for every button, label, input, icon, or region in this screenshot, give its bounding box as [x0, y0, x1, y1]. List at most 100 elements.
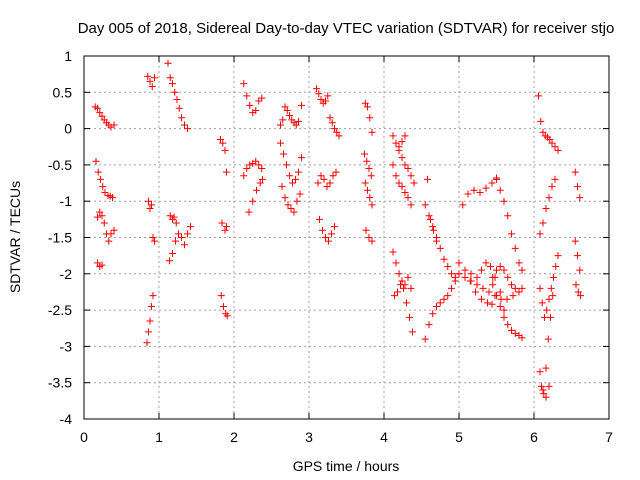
data-point: [421, 335, 429, 343]
data-point: [466, 277, 474, 285]
data-point: [473, 281, 481, 289]
data-point: [217, 292, 225, 300]
data-point: [574, 183, 581, 191]
data-point: [169, 80, 176, 88]
y-tick-label: -3: [60, 338, 73, 354]
series-sat-j: [166, 223, 194, 265]
series-sat-am: [466, 277, 496, 308]
data-point: [572, 281, 580, 289]
data-point: [576, 266, 584, 274]
series-sat-ah: [421, 270, 463, 343]
data-point: [389, 248, 397, 256]
data-point: [314, 179, 322, 187]
data-point: [146, 204, 154, 212]
data-point: [476, 188, 484, 196]
data-point: [508, 281, 515, 289]
data-point: [535, 92, 542, 100]
data-point: [574, 288, 582, 296]
data-point: [323, 183, 331, 191]
data-point: [325, 237, 332, 245]
data-point: [394, 288, 401, 296]
data-point: [500, 266, 508, 274]
data-point: [278, 183, 286, 191]
chart-title: Day 005 of 2018, Sidereal Day-to-day VTE…: [78, 20, 615, 37]
data-point: [472, 288, 479, 296]
data-point: [440, 295, 448, 303]
data-point: [537, 117, 545, 125]
data-point: [146, 77, 154, 85]
data-point: [335, 132, 343, 140]
data-point: [326, 114, 334, 122]
data-point: [391, 292, 398, 300]
data-point: [333, 128, 341, 136]
series-sat-aj: [455, 270, 526, 303]
data-point: [170, 213, 178, 221]
data-point: [508, 230, 515, 238]
data-point: [252, 157, 260, 165]
data-point: [287, 204, 295, 212]
data-point: [175, 230, 182, 238]
data-point: [252, 106, 260, 114]
data-point: [283, 161, 290, 169]
data-point: [292, 121, 300, 129]
data-point: [404, 194, 412, 202]
data-point: [389, 161, 397, 169]
data-point: [550, 273, 557, 281]
axis-ticks: [83, 55, 610, 420]
data-point: [328, 230, 335, 238]
data-point: [92, 157, 100, 165]
x-tick-label: 0: [80, 429, 88, 445]
data-point: [223, 168, 230, 176]
series-sat-av: [571, 168, 584, 202]
data-point: [444, 263, 452, 271]
data-point: [511, 329, 519, 337]
y-tick-label: -1.5: [48, 230, 72, 246]
data-point: [518, 284, 526, 292]
data-point: [320, 175, 328, 183]
data-point: [166, 74, 174, 82]
data-point: [363, 157, 371, 165]
series-sat-ad: [395, 146, 418, 187]
data-point: [148, 201, 155, 209]
data-point: [258, 165, 266, 173]
data-point: [542, 364, 550, 372]
series-sat-ak: [455, 259, 508, 314]
data-point: [425, 321, 433, 329]
series-sat-z: [361, 179, 376, 209]
data-point: [539, 219, 547, 227]
y-tick-label: -3.5: [48, 375, 72, 391]
data-point: [286, 172, 293, 180]
data-point: [398, 183, 406, 191]
y-tick-label: 1: [64, 48, 72, 64]
data-point: [326, 179, 334, 187]
data-point: [166, 257, 173, 265]
data-point: [243, 165, 251, 173]
data-point: [172, 219, 180, 227]
data-point: [365, 165, 373, 173]
data-point: [281, 194, 289, 202]
series-sat-i: [166, 212, 180, 227]
data-point: [290, 208, 298, 216]
data-point: [296, 190, 304, 198]
series-sat-t: [313, 85, 332, 107]
series-sat-ae: [389, 248, 415, 292]
data-point: [574, 252, 581, 260]
data-point: [515, 288, 523, 296]
data-point: [459, 201, 467, 209]
data-point: [467, 270, 475, 278]
series-sat-l: [218, 219, 230, 234]
data-point: [539, 128, 547, 136]
data-point: [407, 172, 415, 180]
data-point: [253, 186, 260, 194]
data-point: [511, 244, 519, 252]
data-point: [577, 292, 584, 300]
data-point: [332, 168, 340, 176]
data-point: [289, 179, 296, 187]
series-sat-d: [94, 259, 106, 271]
data-point: [500, 313, 508, 321]
data-point: [143, 339, 151, 347]
data-point: [221, 146, 229, 154]
data-point: [398, 138, 406, 146]
data-point: [409, 328, 416, 336]
data-point: [392, 139, 400, 147]
